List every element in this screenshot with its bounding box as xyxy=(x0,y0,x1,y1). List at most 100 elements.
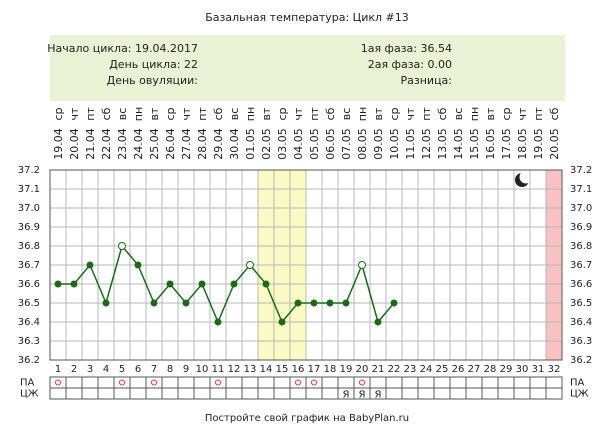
y-tick-label: 36.3 xyxy=(18,336,40,347)
pa-mark xyxy=(295,379,301,386)
x-tick-label: 24 xyxy=(420,364,433,375)
y-tick-label-right: 37.1 xyxy=(570,184,592,195)
x-tick-label: 20 xyxy=(356,364,369,375)
x-tick-label: 7 xyxy=(151,364,157,375)
weekday-label: пт xyxy=(532,107,545,121)
x-tick-label: 11 xyxy=(212,364,225,375)
x-tick-label: 10 xyxy=(196,364,209,375)
y-tick-label-right: 36.4 xyxy=(570,317,592,328)
x-tick-label: 5 xyxy=(119,364,125,375)
date-label: 05.05 xyxy=(308,128,321,160)
date-label: 03.05 xyxy=(276,128,289,160)
point-open xyxy=(118,242,126,250)
x-tick-label: 4 xyxy=(103,364,109,375)
date-label: 26.04 xyxy=(164,128,177,160)
x-tick-label: 27 xyxy=(468,364,481,375)
weekday-label: вс xyxy=(452,108,465,121)
moon-icon xyxy=(515,170,533,187)
x-tick-label: 17 xyxy=(308,364,321,375)
date-label: 14.05 xyxy=(452,128,465,160)
y-tick-label-right: 37.0 xyxy=(570,203,592,214)
info-text: День овуляции: xyxy=(107,74,198,87)
x-tick-label: 9 xyxy=(183,364,189,375)
y-tick-label-right: 36.9 xyxy=(570,222,592,233)
date-label: 30.04 xyxy=(228,128,241,160)
date-label: 19.05 xyxy=(532,128,545,160)
date-label: 18.05 xyxy=(516,128,529,160)
pa-mark xyxy=(151,379,157,386)
info-text: Начало цикла: 19.04.2017 xyxy=(47,42,198,55)
y-tick-label: 36.5 xyxy=(18,298,40,309)
weekday-label: пт xyxy=(420,107,433,121)
pa-mark xyxy=(311,379,317,386)
row-label: ЦЖ xyxy=(20,389,39,400)
weekday-label: вс xyxy=(228,108,241,121)
y-tick-label: 36.6 xyxy=(18,279,40,290)
y-tick-label: 37.2 xyxy=(18,165,40,176)
weekday-label: пт xyxy=(84,107,97,121)
x-tick-label: 29 xyxy=(500,364,513,375)
row-label: ПА xyxy=(20,378,35,389)
point xyxy=(214,318,222,326)
date-label: 25.04 xyxy=(148,128,161,160)
pa-mark xyxy=(55,379,61,386)
weekday-label: пн xyxy=(244,107,257,121)
date-label: 29.04 xyxy=(212,128,225,160)
point xyxy=(262,280,270,288)
x-tick-label: 18 xyxy=(324,364,337,375)
y-tick-label-right: 36.5 xyxy=(570,298,592,309)
y-tick-label: 36.8 xyxy=(18,241,40,252)
date-label: 17.05 xyxy=(500,128,513,160)
date-label: 20.05 xyxy=(548,128,561,160)
point xyxy=(198,280,206,288)
cz-label: Я xyxy=(343,390,350,401)
weekday-label: вт xyxy=(372,107,385,120)
temperature-line xyxy=(58,244,395,324)
x-tick-label: 28 xyxy=(484,364,497,375)
pa-mark xyxy=(119,379,125,386)
y-tick-label-right: 36.3 xyxy=(570,336,592,347)
weekday-label: вт xyxy=(484,107,497,120)
date-label: 24.04 xyxy=(132,128,145,160)
point xyxy=(326,299,334,307)
info-text: 2ая фаза: 0.00 xyxy=(368,58,452,71)
x-tick-label: 1 xyxy=(55,364,61,375)
date-label: 11.05 xyxy=(404,128,417,160)
y-tick-label: 37.1 xyxy=(18,184,40,195)
date-label: 20.04 xyxy=(68,128,81,160)
weekday-label: пт xyxy=(196,107,209,121)
plot-border xyxy=(49,169,563,361)
date-label: 22.04 xyxy=(100,128,113,160)
x-tick-label: 3 xyxy=(87,364,93,375)
weekday-label: пн xyxy=(356,107,369,121)
x-tick-label: 30 xyxy=(516,364,529,375)
weekday-label: сб xyxy=(324,107,337,120)
x-tick-label: 26 xyxy=(452,364,465,375)
footer: Постройте свой график на BabyPlan.ru xyxy=(205,413,409,424)
weekday-label: пт xyxy=(308,107,321,121)
x-tick-label: 23 xyxy=(404,364,417,375)
date-label: 04.05 xyxy=(292,128,305,160)
x-tick-label: 31 xyxy=(532,364,545,375)
y-tick-label: 36.9 xyxy=(18,222,40,233)
y-tick-label-right: 36.6 xyxy=(570,279,592,290)
date-label: 08.05 xyxy=(356,128,369,160)
point xyxy=(342,299,350,307)
date-label: 15.05 xyxy=(468,128,481,160)
weekday-label: вс xyxy=(340,108,353,121)
weekday-label: ср xyxy=(500,107,513,120)
point xyxy=(150,299,158,307)
y-tick-label-right: 37.2 xyxy=(570,165,592,176)
pa-mark xyxy=(215,379,221,386)
info-text: День цикла: 22 xyxy=(109,58,198,71)
x-tick-label: 14 xyxy=(260,364,273,375)
date-label: 07.05 xyxy=(340,128,353,160)
weekday-label: чт xyxy=(516,107,529,120)
point xyxy=(182,299,190,307)
y-tick-label-right: 36.7 xyxy=(570,260,592,271)
y-tick-label-right: 36.8 xyxy=(570,241,592,252)
point-open xyxy=(358,261,366,269)
date-label: 01.05 xyxy=(244,128,257,160)
date-label: 12.05 xyxy=(420,128,433,160)
